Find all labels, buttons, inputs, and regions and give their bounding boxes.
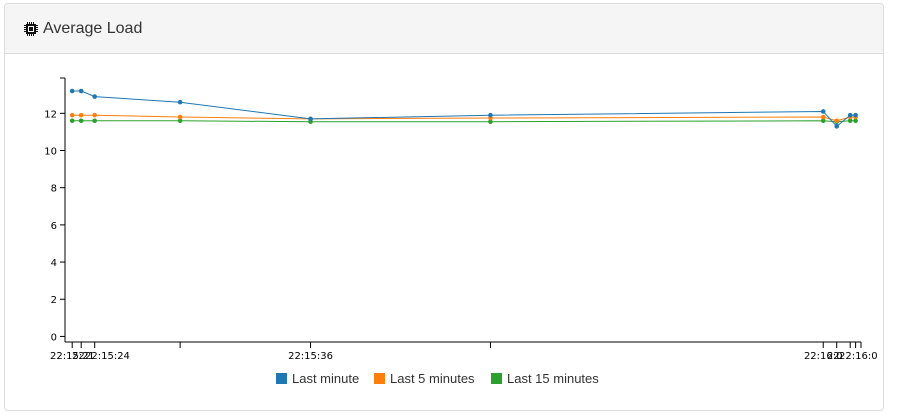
y-tick-label: 12 bbox=[44, 109, 57, 120]
x-tick-label: 22:15:24 bbox=[85, 351, 130, 362]
y-tick-label: 6 bbox=[51, 221, 57, 232]
y-tick-label: 8 bbox=[51, 184, 57, 195]
y-tick-label: 10 bbox=[44, 147, 57, 158]
data-point[interactable] bbox=[488, 119, 493, 124]
data-point[interactable] bbox=[78, 118, 84, 124]
data-point[interactable] bbox=[820, 114, 826, 120]
data-point[interactable] bbox=[92, 94, 97, 99]
x-tick-label: 22: bbox=[827, 351, 843, 362]
data-point[interactable] bbox=[177, 114, 183, 120]
data-point[interactable] bbox=[308, 116, 313, 122]
cpu-chip-icon bbox=[24, 21, 38, 36]
legend: Last minute Last 5 minutes Last 15 minutes bbox=[276, 371, 599, 386]
data-point[interactable] bbox=[78, 112, 84, 118]
data-point[interactable] bbox=[92, 118, 97, 124]
x-tick-label: 22:15:36 bbox=[288, 351, 333, 362]
legend-swatch[interactable] bbox=[276, 373, 287, 384]
series-line-last-5-minutes bbox=[72, 114, 856, 122]
x-tick-label: 22:16:0 bbox=[839, 351, 878, 362]
legend-label[interactable]: Last 15 minutes bbox=[507, 371, 599, 386]
data-point[interactable] bbox=[847, 112, 853, 118]
legend-label[interactable]: Last 5 minutes bbox=[390, 371, 475, 386]
y-axis: 0 2 4 6 8 10 12 bbox=[44, 77, 66, 343]
data-point[interactable] bbox=[69, 88, 75, 94]
data-point[interactable] bbox=[834, 118, 840, 124]
y-tick-label: 2 bbox=[51, 295, 57, 306]
series-line-last-minute bbox=[72, 90, 856, 127]
y-tick-label: 0 bbox=[51, 332, 57, 343]
panel-header: Average Load bbox=[5, 4, 883, 54]
data-point[interactable] bbox=[834, 124, 840, 129]
series-layer bbox=[69, 88, 858, 129]
legend-label[interactable]: Last minute bbox=[292, 371, 359, 386]
data-point[interactable] bbox=[853, 112, 858, 118]
data-point[interactable] bbox=[78, 88, 84, 94]
panel-title: Average Load bbox=[43, 19, 143, 37]
y-tick-label: 4 bbox=[51, 258, 57, 269]
legend-swatch[interactable] bbox=[374, 373, 385, 384]
data-point[interactable] bbox=[847, 118, 853, 124]
data-point[interactable] bbox=[820, 118, 826, 124]
data-point[interactable] bbox=[92, 112, 97, 118]
x-tick-label: 22:16:0 bbox=[804, 351, 843, 362]
data-point[interactable] bbox=[177, 99, 183, 105]
series-line-last-15-minutes bbox=[72, 120, 856, 123]
x-tick-label: 22:1 bbox=[72, 351, 94, 362]
data-point[interactable] bbox=[820, 109, 826, 114]
average-load-panel: Average Load bbox=[4, 3, 884, 411]
legend-swatch[interactable] bbox=[491, 373, 502, 384]
x-tick-label: 22:15:2 bbox=[50, 351, 89, 362]
data-point[interactable] bbox=[177, 118, 183, 124]
data-point[interactable] bbox=[853, 118, 858, 124]
data-point[interactable] bbox=[69, 112, 75, 118]
data-point[interactable] bbox=[488, 112, 493, 118]
data-point[interactable] bbox=[69, 118, 75, 124]
x-axis: 22:15:222:122:15:24 22:15:36 22:16:022:22:… bbox=[50, 341, 878, 362]
